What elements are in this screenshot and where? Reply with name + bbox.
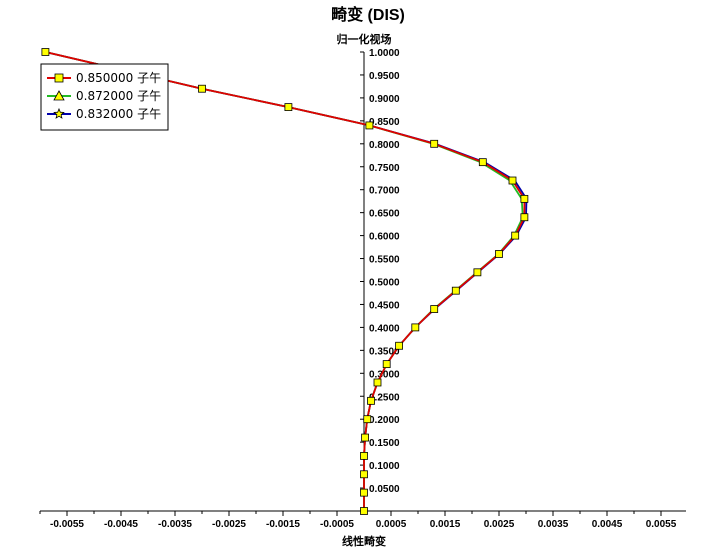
legend-label: 0.832000 子午 [76,107,161,121]
data-point [360,488,368,497]
x-axis-label: 线性畸变 [342,534,386,548]
legend-marker-triangle [53,90,65,101]
data-point [367,396,375,405]
x-tick-label: 0.0045 [592,519,623,530]
data-point [430,139,439,148]
y-tick-label: 0.2500 [369,392,400,403]
y-axis-label: 归一化视场 [337,32,392,46]
y-tick-label: 0.4000 [369,323,400,334]
data-point [363,415,372,424]
legend-marker-star [53,107,65,119]
y-tick-label: 0.3500 [369,346,400,357]
legend-item: 0.832000 子午 [47,107,161,121]
data-point [451,286,460,295]
x-tick-label: 0.0015 [430,519,461,530]
y-tick-label: 0.0500 [369,484,400,495]
x-tick-label: -0.0005 [320,519,354,530]
legend-label: 0.850000 子午 [76,71,161,85]
data-point [495,250,503,258]
legend-item: 0.872000 子午 [47,89,161,103]
y-tick-label: 0.1500 [369,438,400,449]
y-tick-label: 0.6500 [369,209,400,220]
data-point [473,268,482,277]
legend-item: 0.850000 子午 [47,71,161,85]
y-tick-label: 0.7500 [369,163,400,174]
data-point [360,452,368,460]
y-tick-label: 0.5000 [369,278,400,289]
chart-title: 畸变 (DIS) [331,5,405,24]
data-point [373,378,382,387]
data-point [520,194,529,203]
x-tick-label: -0.0035 [158,519,192,530]
data-point [365,121,374,130]
x-tick-label: -0.0055 [50,519,84,530]
x-tick-label: 0.0055 [646,519,677,530]
x-tick-label: 0.0035 [538,519,569,530]
y-tick-label: 0.9500 [369,71,400,82]
data-point [41,48,50,56]
x-tick-label: 0.0025 [484,519,515,530]
data-point [360,507,368,515]
x-ticks: -0.0055 -0.0045 -0.0035 -0.0025 -0.0015 -0.00… [39,511,677,530]
y-tick-label: 0.4500 [369,300,400,311]
data-point [198,84,206,93]
series-markers [41,48,529,515]
x-tick-label: -0.0025 [212,519,246,530]
data-point [430,305,439,313]
data-point [361,433,369,442]
y-tick-label: 0.8000 [369,140,400,151]
data-point [284,103,293,111]
y-tick-label: 0.6000 [369,232,400,243]
y-tick-label: 0.2000 [369,415,400,426]
legend-label: 0.872000 子午 [76,89,161,103]
data-point [478,158,487,167]
y-ticks: 1.0000 0.9500 0.9000 0.8500 0.8000 0.7500 0.70… [360,48,400,495]
data-point [508,176,517,185]
y-tick-label: 0.7000 [369,186,400,197]
x-tick-label: 0.0005 [376,519,407,530]
y-tick-label: 1.0000 [369,48,400,59]
data-point [511,231,520,240]
y-tick-label: 0.9000 [369,94,400,105]
y-tick-label: 0.8500 [369,117,400,128]
x-tick-label: -0.0015 [266,519,300,530]
data-point [395,341,404,350]
y-tick-label: 0.3000 [369,369,400,380]
x-tick-label: -0.0045 [104,519,138,530]
data-point [520,213,529,222]
data-point [360,470,368,479]
legend: 0.850000 子午 0.872000 子午 0.832000 子午 [40,63,169,131]
y-tick-label: 0.5500 [369,255,400,266]
data-point [382,360,391,369]
legend-marker-square [54,73,64,83]
y-tick-label: 0.1000 [369,461,400,472]
data-point [411,323,420,332]
